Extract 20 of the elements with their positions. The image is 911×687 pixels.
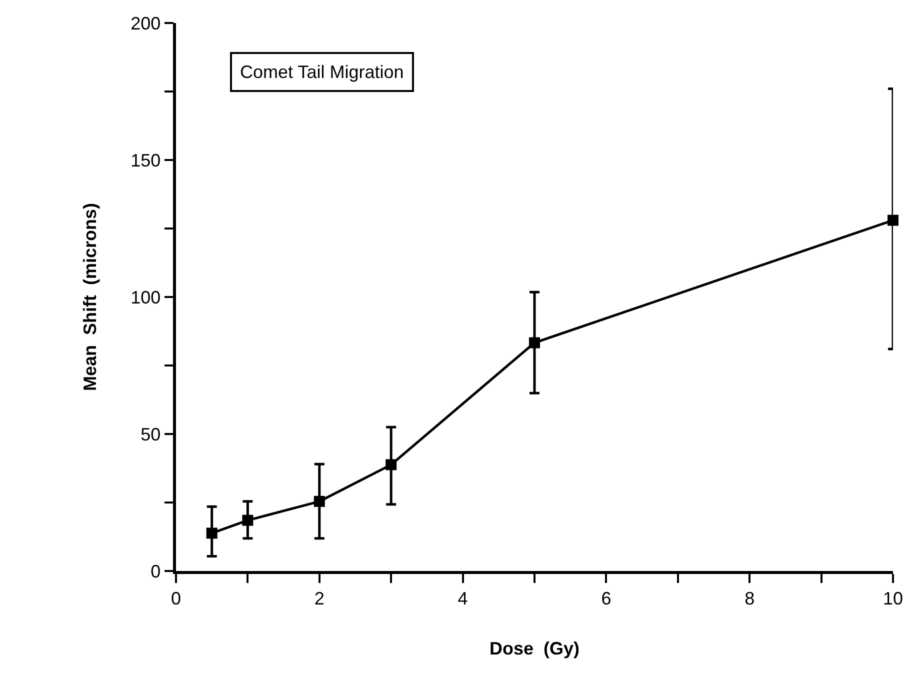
x-tick-label: 8 xyxy=(744,588,755,608)
x-tick-label: 2 xyxy=(314,588,324,608)
point xyxy=(529,337,540,348)
x-tick-label: 6 xyxy=(601,588,612,608)
point xyxy=(206,528,218,539)
y-tick-label: 50 xyxy=(140,424,161,444)
y-axis-title: Mean Shift (microns) xyxy=(80,202,100,392)
x-tick-label: 4 xyxy=(458,588,468,608)
point xyxy=(242,514,254,526)
annotation: Comet Tail Migration xyxy=(240,62,404,82)
point xyxy=(314,496,325,507)
point xyxy=(888,214,898,226)
y-tick-label: 0 xyxy=(150,561,161,582)
x-axis-title: Dose (Gy) xyxy=(489,638,580,658)
point xyxy=(386,459,397,470)
y-tick-label: 200 xyxy=(130,13,161,34)
y-tick-label: 100 xyxy=(130,287,161,308)
x-tick-label: 0 xyxy=(170,588,182,608)
y-tick-label: 150 xyxy=(130,150,161,170)
x-tick-label: 10 xyxy=(882,588,904,608)
